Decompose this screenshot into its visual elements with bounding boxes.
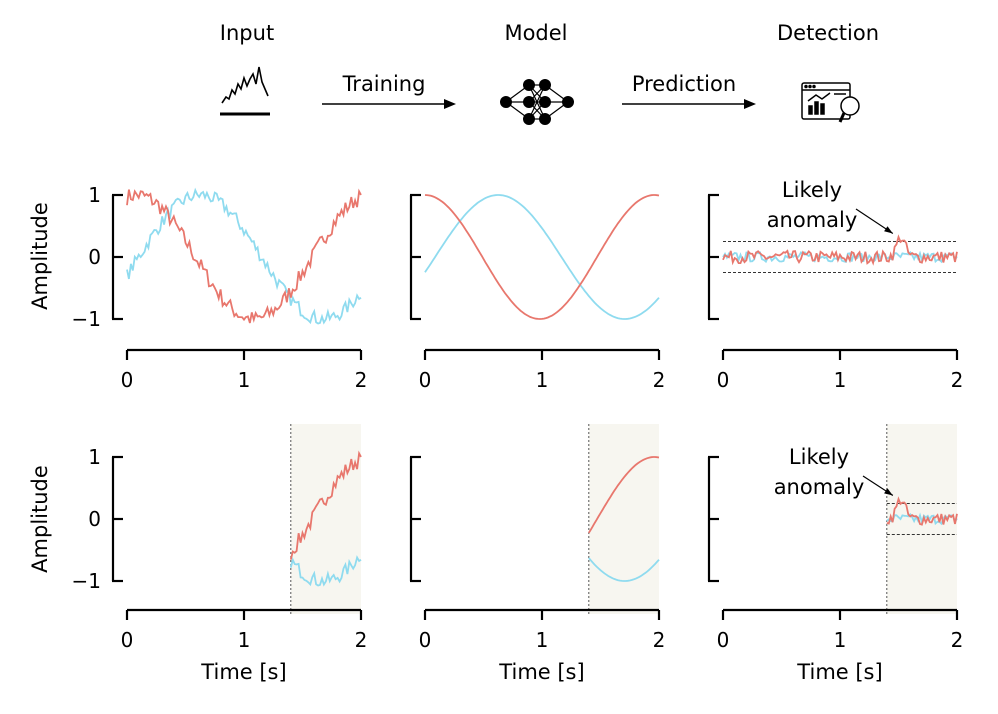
y-tick-label: 0	[88, 245, 101, 269]
x-tick-label: 2	[355, 628, 368, 652]
panel-window-input: 1 0 −1 0 1 2	[72, 424, 368, 652]
panel-window-detection: 0 1 2 Likely anomaly	[707, 424, 964, 652]
x-tick-label: 2	[355, 368, 368, 392]
y-tick-label: −1	[72, 569, 101, 593]
x-tick-label: 1	[238, 368, 251, 392]
x-axis-title-col2: Time [s]	[498, 660, 584, 684]
anomaly-pointer-head	[884, 226, 893, 234]
training-arrow-label: Training	[342, 72, 426, 96]
x-tick-label: 0	[717, 368, 730, 392]
prediction-arrow-icon	[622, 99, 756, 109]
series-line-sensor-b	[126, 187, 362, 325]
anomaly-label-line2: anomaly	[767, 208, 858, 232]
x-tick-label: 2	[653, 368, 666, 392]
series-line-sensor-a	[588, 456, 660, 534]
anomaly-label-line1: Likely	[789, 445, 849, 469]
stage-input-label: Input	[220, 21, 274, 45]
series-line-sensor-b	[588, 557, 660, 582]
y-axis-title-top: Amplitude	[28, 202, 52, 310]
series-line-sensor-b	[424, 194, 660, 320]
signal-icon	[220, 66, 270, 116]
x-tick-label: 1	[536, 628, 549, 652]
y-axis-title-bottom: Amplitude	[28, 465, 52, 573]
neural-network-icon	[500, 79, 574, 125]
prediction-arrow-label: Prediction	[632, 72, 736, 96]
x-tick-label: 1	[536, 368, 549, 392]
x-tick-label: 2	[653, 628, 666, 652]
x-tick-label: 0	[419, 368, 432, 392]
y-tick-label: 1	[88, 445, 101, 469]
chart-panels: 1 0 −1 0 1 2 0 1 2 0 1 2 Likely anomaly 1 0 −1 0 1 2 0 1 2 0 1 2 L…	[72, 178, 964, 652]
x-tick-label: 1	[834, 368, 847, 392]
stage-model-label: Model	[504, 21, 567, 45]
anomaly-label-line1: Likely	[782, 178, 842, 202]
x-tick-label: 0	[419, 628, 432, 652]
prediction-window-shade	[290, 424, 361, 614]
y-tick-label: 1	[88, 183, 101, 207]
x-tick-label: 2	[951, 628, 964, 652]
prediction-window-shade	[588, 424, 659, 614]
panel-full-detection: 0 1 2 Likely anomaly	[707, 178, 964, 392]
series-line-sensor-b	[289, 555, 362, 587]
anomaly-label-line2: anomaly	[774, 475, 865, 499]
x-tick-label: 1	[238, 628, 251, 652]
x-tick-label: 1	[834, 628, 847, 652]
panel-full-input: 1 0 −1 0 1 2	[72, 183, 368, 392]
y-tick-label: 0	[88, 507, 101, 531]
y-tick-label: −1	[72, 307, 101, 331]
series-line-sensor-a	[424, 194, 660, 320]
x-tick-label: 2	[951, 368, 964, 392]
panel-full-model: 0 1 2	[409, 193, 666, 392]
x-tick-label: 0	[717, 628, 730, 652]
series-line-sensor-a	[886, 496, 958, 526]
anomaly-pointer-head	[884, 488, 893, 496]
pipeline-header: Input Model Detection Training	[220, 21, 879, 125]
x-tick-label: 0	[121, 368, 134, 392]
x-tick-label: 0	[121, 628, 134, 652]
x-axis-title-col3: Time [s]	[796, 660, 882, 684]
analytics-search-icon	[801, 82, 860, 123]
series-line-sensor-a	[289, 450, 362, 560]
series-line-sensor-a	[722, 234, 958, 266]
x-axis-title-col1: Time [s]	[200, 660, 286, 684]
series-line-sensor-a	[126, 188, 362, 324]
training-arrow-icon	[322, 99, 456, 109]
panel-window-model: 0 1 2	[409, 424, 666, 652]
stage-detection-label: Detection	[777, 21, 879, 45]
